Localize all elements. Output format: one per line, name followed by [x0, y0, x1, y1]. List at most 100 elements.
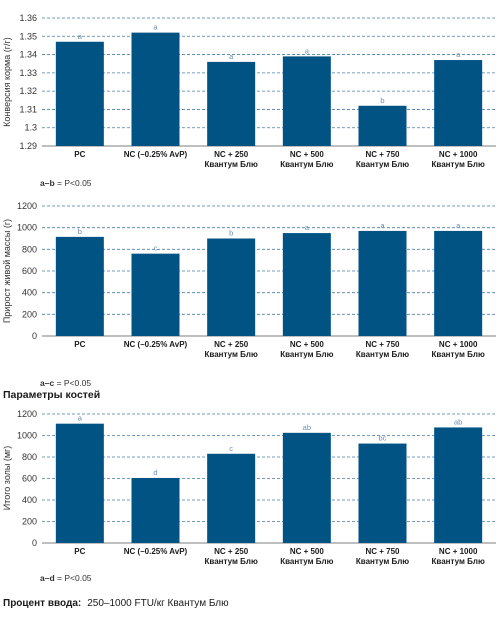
significance-letter: c — [229, 444, 233, 453]
x-tick-label: Квантум Блю — [356, 557, 409, 566]
x-tick-label: NC + 250 — [214, 340, 249, 349]
bar — [207, 238, 256, 336]
significance-letter: ab — [303, 423, 311, 432]
chart-1-significance-note: a–b = P<0.05 — [40, 178, 92, 188]
x-tick-label: PC — [74, 150, 85, 159]
x-tick-label: Квантум Блю — [280, 350, 333, 359]
bar — [131, 32, 180, 146]
x-tick-label: NC + 1000 — [439, 547, 478, 556]
y-tick-label: 600 — [22, 474, 37, 484]
y-tick-label: 1000 — [17, 223, 37, 233]
y-tick-label: 1.3 — [24, 123, 37, 133]
bar — [55, 41, 104, 147]
y-tick-label: 400 — [22, 495, 37, 505]
x-tick-label: NC + 750 — [365, 547, 400, 556]
x-tick-label: NC + 250 — [214, 547, 249, 556]
x-tick-label: Квантум Блю — [432, 557, 485, 566]
significance-letter: b — [78, 227, 82, 236]
bar — [131, 477, 180, 543]
y-tick-label: 1000 — [17, 431, 37, 441]
y-tick-label: 200 — [22, 517, 37, 527]
bar — [55, 236, 104, 336]
x-tick-label: Квантум Блю — [280, 160, 333, 169]
y-tick-label: 1.36 — [19, 13, 37, 23]
y-axis-label: Прирост живой массы (г) — [2, 219, 12, 323]
bar — [131, 253, 180, 336]
y-tick-label: 1.32 — [19, 86, 37, 96]
x-tick-label: Квантум Блю — [205, 350, 258, 359]
x-tick-label: NC (–0.25% AvP) — [124, 340, 188, 349]
significance-letter: ab — [454, 417, 462, 426]
significance-letter: a — [78, 414, 83, 423]
y-tick-label: 1.33 — [19, 68, 37, 78]
section-heading: Параметры костей — [3, 389, 101, 401]
y-tick-label: 1200 — [17, 201, 37, 211]
dosage-text: 250–1000 FTU/кг Квантум Блю — [87, 598, 229, 609]
x-tick-label: NC + 500 — [290, 150, 325, 159]
bar — [434, 230, 483, 336]
y-axis-label: Итого золы (мг) — [2, 446, 12, 511]
bar — [282, 233, 331, 336]
y-tick-label: 400 — [22, 288, 37, 298]
bar — [55, 423, 104, 543]
y-tick-label: 1200 — [17, 409, 37, 419]
significance-letter: a — [305, 46, 310, 55]
x-tick-label: NC + 500 — [290, 340, 325, 349]
significance-letter: a — [380, 221, 385, 230]
y-tick-label: 600 — [22, 266, 37, 276]
y-tick-label: 1.34 — [19, 50, 37, 60]
feed-conversion-chart: 1.36 1.35 1.34 1.33 1.32 1.31 1.3 1.29 Конверсия… — [2, 13, 496, 169]
x-tick-label: NC + 250 — [214, 150, 249, 159]
bar — [207, 61, 256, 147]
bar — [358, 443, 407, 543]
y-tick-label: 200 — [22, 309, 37, 319]
significance-letter: a — [78, 32, 83, 41]
significance-letter: a — [456, 221, 461, 230]
bar — [207, 453, 256, 543]
y-tick-label: 800 — [22, 244, 37, 254]
y-tick-label: 1.29 — [19, 141, 37, 151]
x-tick-label: NC + 750 — [365, 340, 400, 349]
y-tick-label: 800 — [22, 452, 37, 462]
chart-3-significance-note: a–d = P<0.05 — [40, 573, 92, 583]
y-tick-label: 1.31 — [19, 104, 37, 114]
x-tick-label: NC + 500 — [290, 547, 325, 556]
x-tick-label: PC — [74, 340, 85, 349]
bar — [358, 105, 407, 146]
significance-letter: b — [380, 96, 384, 105]
bar — [282, 432, 331, 543]
x-tick-label: NC + 1000 — [439, 150, 478, 159]
x-tick-label: NC + 750 — [365, 150, 400, 159]
weight-gain-chart: 1200 1000 800 600 400 200 0 Прирост живой массы… — [2, 201, 496, 359]
x-tick-label: Квантум Блю — [356, 160, 409, 169]
y-axis-label: Конверсия корма (г/г) — [2, 37, 12, 127]
x-tick-label: Квантум Блю — [356, 350, 409, 359]
chart-2-significance-note: a–c = P<0.05 — [40, 378, 92, 388]
x-tick-label: NC (–0.25% AvP) — [124, 150, 188, 159]
bar — [434, 427, 483, 543]
significance-letter: a — [229, 52, 234, 61]
y-tick-label: 0 — [32, 331, 37, 341]
significance-letter: a — [456, 50, 461, 59]
bar — [358, 230, 407, 336]
significance-letter: c — [154, 244, 158, 253]
significance-letter: d — [153, 468, 157, 477]
x-tick-label: Квантум Блю — [205, 160, 258, 169]
bar — [282, 56, 331, 146]
x-tick-label: Квантум Блю — [205, 557, 258, 566]
significance-letter: bc — [379, 434, 387, 443]
bar — [434, 60, 483, 146]
x-tick-label: Квантум Блю — [280, 557, 333, 566]
x-tick-label: Квантум Блю — [432, 160, 485, 169]
y-tick-label: 0 — [32, 538, 37, 548]
dosage-footer: Процент ввода: 250–1000 FTU/кг Квантум Бл… — [3, 598, 229, 609]
y-tick-label: 1.35 — [19, 31, 37, 41]
x-tick-label: Квантум Блю — [432, 350, 485, 359]
significance-letter: a — [305, 223, 310, 232]
total-ash-chart: 1200 1000 800 600 400 200 0 Итого золы (мг) a PC d… — [2, 409, 496, 566]
x-tick-label: PC — [74, 547, 85, 556]
significance-letter: a — [153, 23, 158, 32]
significance-letter: b — [229, 229, 233, 238]
dosage-label: Процент ввода: — [3, 598, 82, 609]
x-tick-label: NC + 1000 — [439, 340, 478, 349]
